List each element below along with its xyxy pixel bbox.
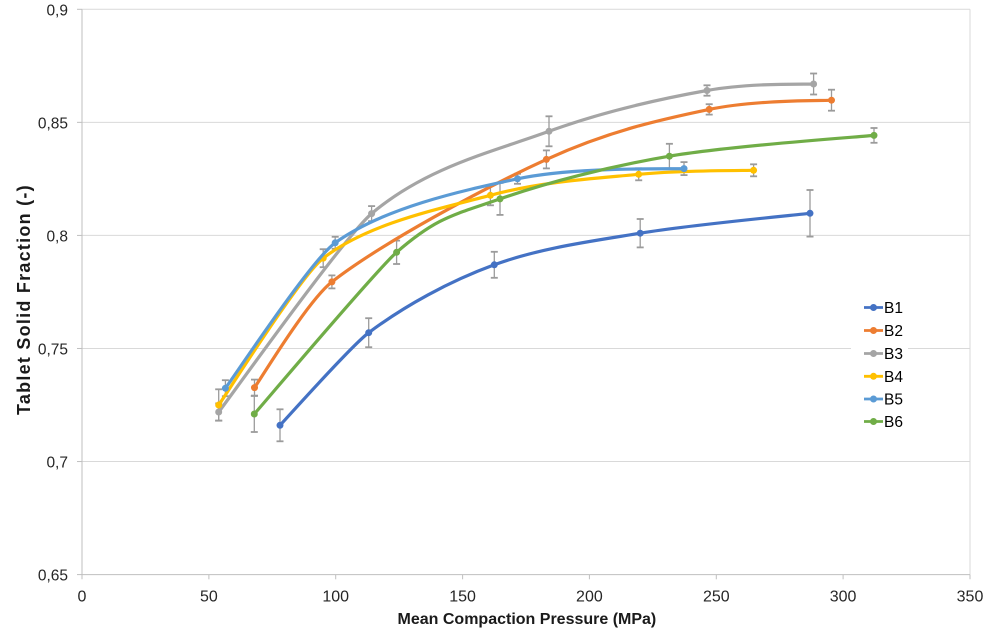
svg-text:100: 100 [322,589,349,606]
svg-text:0: 0 [78,589,87,606]
svg-text:B3: B3 [884,346,903,363]
svg-text:0,7: 0,7 [46,455,68,472]
svg-text:0,85: 0,85 [38,116,68,133]
svg-text:0,65: 0,65 [38,568,68,585]
svg-text:0,75: 0,75 [38,342,68,359]
svg-text:200: 200 [576,589,603,606]
svg-text:B1: B1 [884,300,903,317]
svg-text:0,8: 0,8 [46,229,68,246]
svg-text:B4: B4 [884,369,903,386]
svg-text:0,9: 0,9 [46,2,68,19]
svg-text:250: 250 [703,589,730,606]
svg-text:B5: B5 [884,392,903,409]
svg-text:B6: B6 [884,414,903,431]
svg-text:50: 50 [200,589,218,606]
svg-text:300: 300 [830,589,857,606]
svg-text:B2: B2 [884,323,903,340]
svg-text:150: 150 [449,589,476,606]
svg-text:Mean Compaction Pressure (MPa): Mean Compaction Pressure (MPa) [398,611,657,628]
svg-text:350: 350 [957,589,984,606]
svg-text:Tablet Solid Fraction (-): Tablet Solid Fraction (-) [14,184,34,415]
